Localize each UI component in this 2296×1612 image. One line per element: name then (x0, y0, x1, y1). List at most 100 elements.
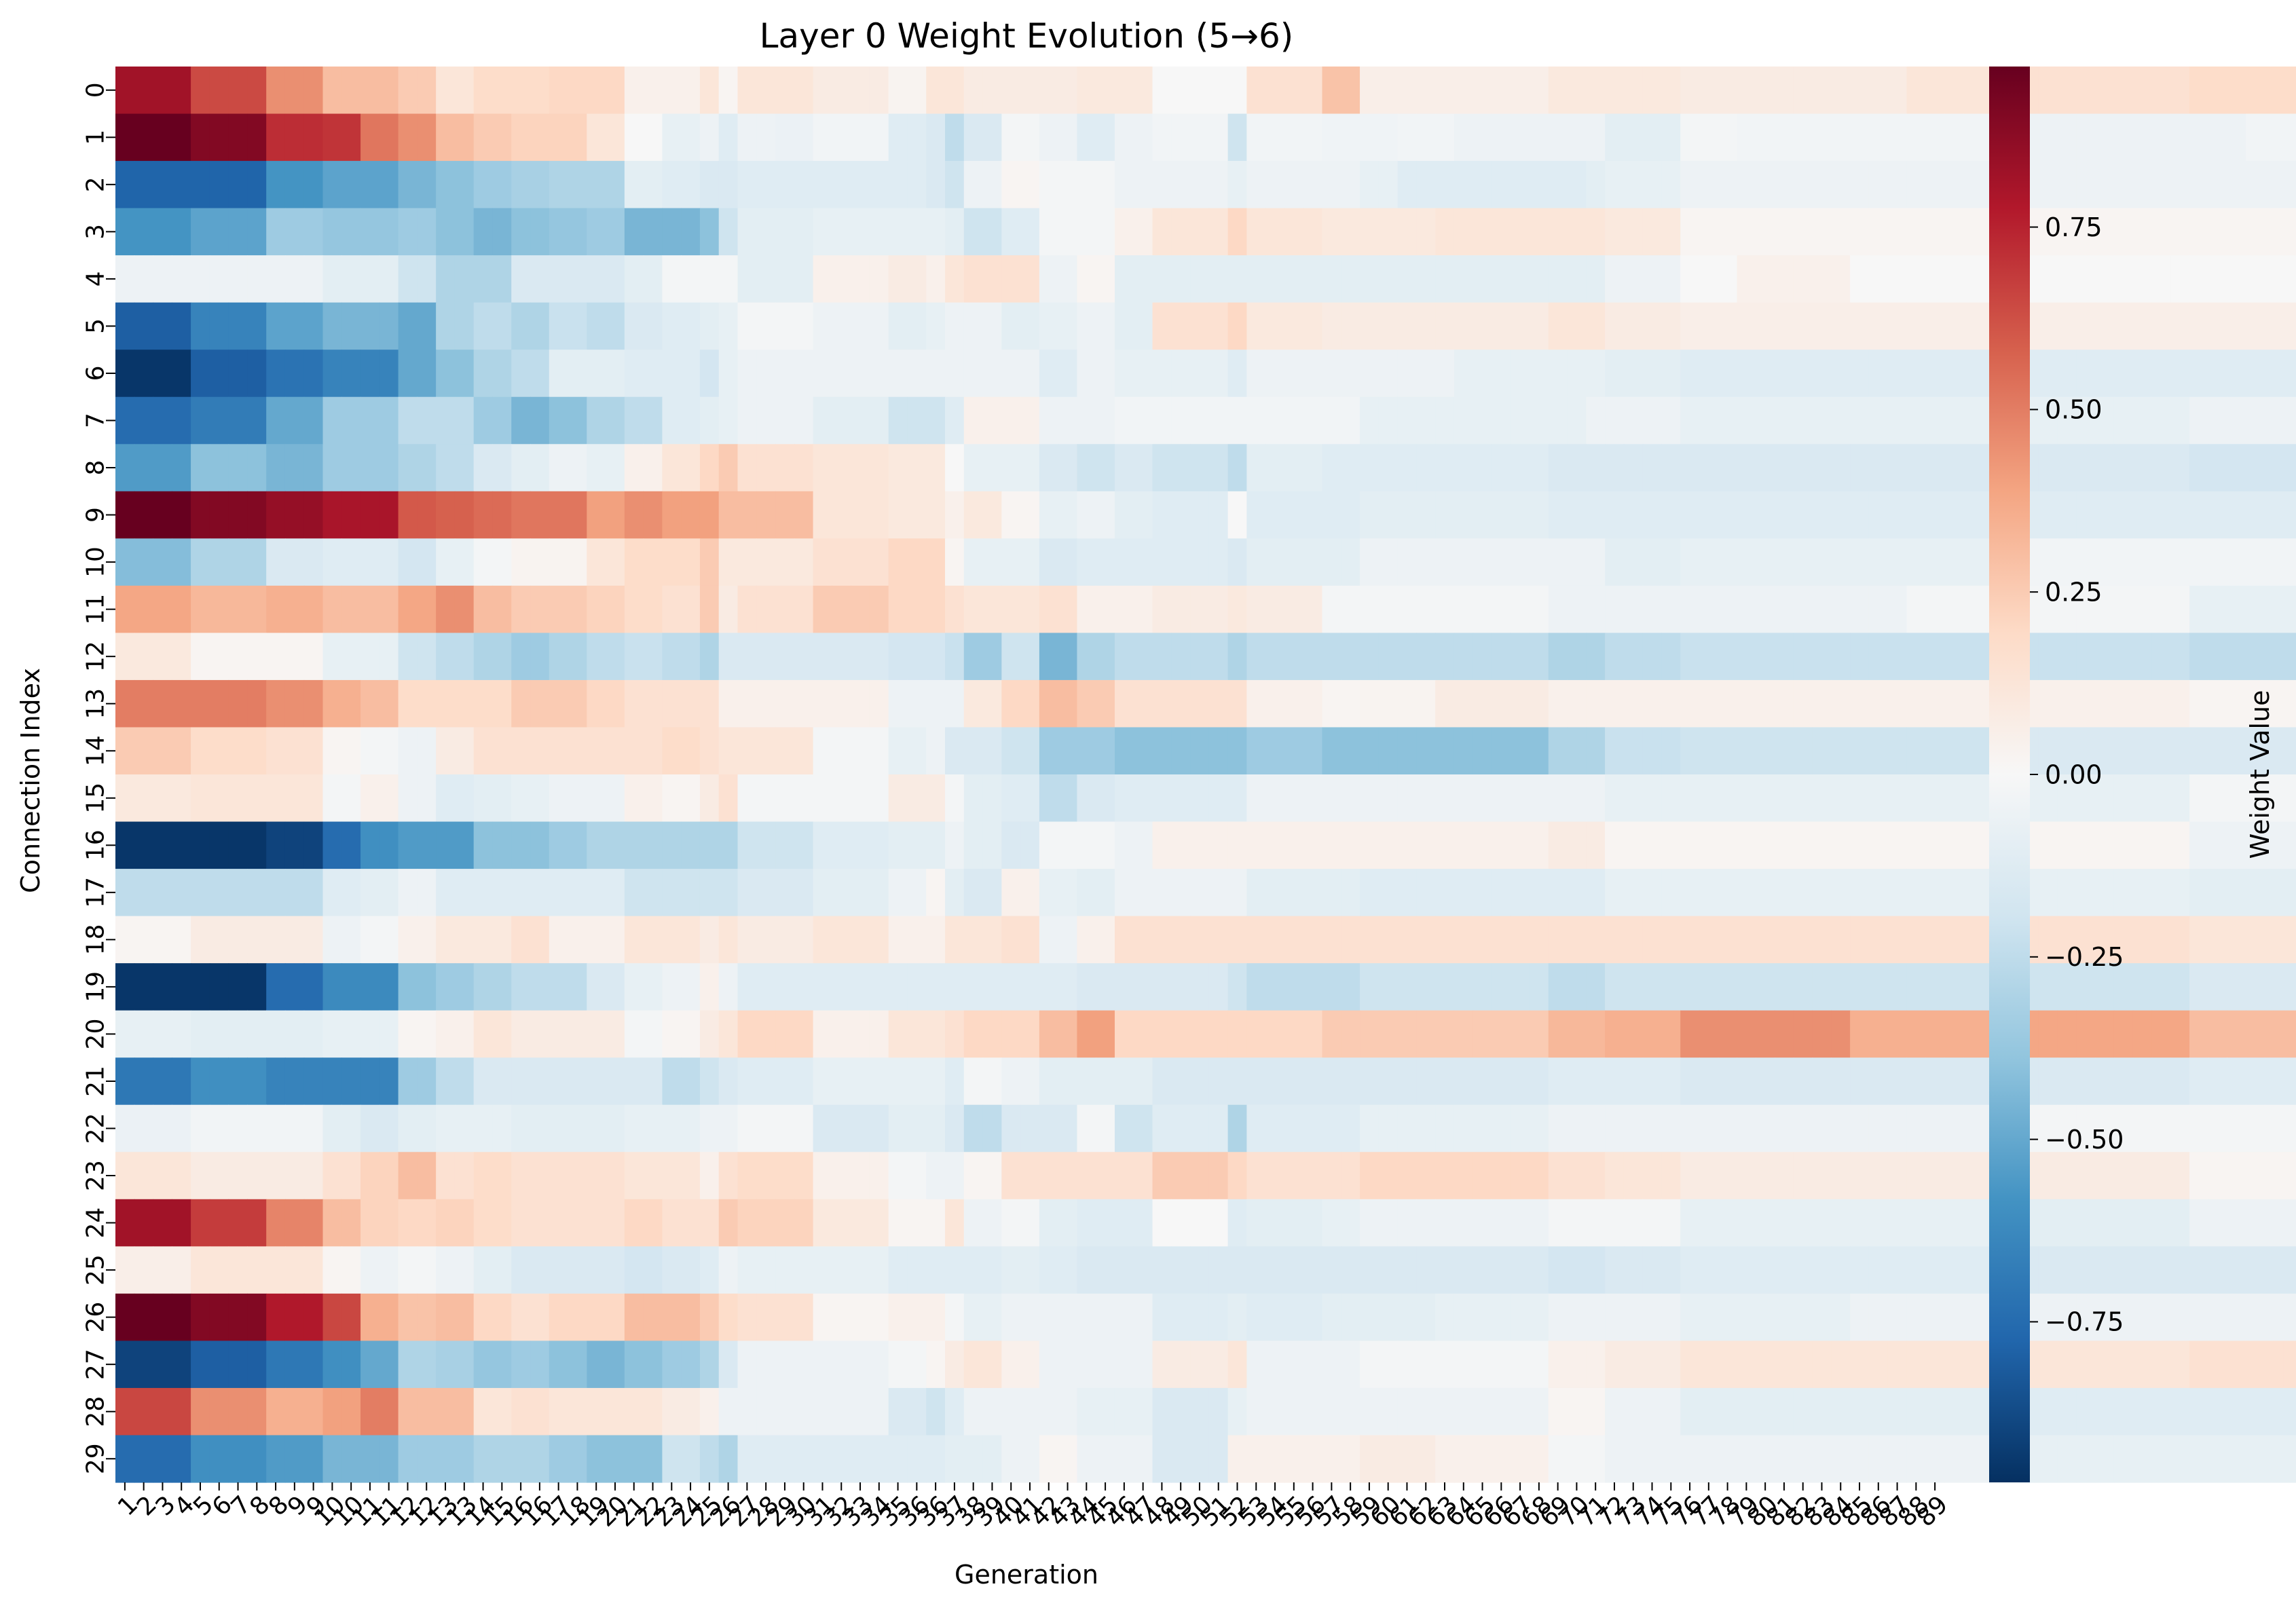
heatmap-cell (191, 585, 210, 633)
heatmap-cell (1473, 208, 1493, 256)
heatmap-cell (473, 869, 494, 917)
heatmap-cell (2132, 1057, 2153, 1106)
heatmap-cell (1548, 396, 1568, 445)
heatmap-cell (1378, 396, 1399, 445)
heatmap-cell (2095, 633, 2115, 681)
heatmap-cell (360, 1341, 380, 1389)
heatmap-cell (1756, 1104, 1775, 1152)
y-tick-label: 18 (82, 924, 110, 955)
heatmap-cell (2170, 491, 2190, 539)
heatmap-cell (869, 821, 889, 869)
heatmap-cell (511, 161, 531, 209)
heatmap-cell (1511, 1152, 1530, 1200)
heatmap-cell (2132, 869, 2153, 917)
heatmap-cell (2227, 1341, 2246, 1389)
heatmap-cell (1360, 679, 1380, 728)
heatmap-cell (341, 679, 361, 728)
heatmap-cell (228, 1341, 248, 1389)
heatmap-cell (1548, 585, 1568, 633)
heatmap-cell (1511, 679, 1530, 728)
heatmap-cell (1868, 585, 1889, 633)
heatmap-cell (266, 538, 286, 586)
heatmap-cell (1435, 1293, 1455, 1341)
heatmap-cell (888, 396, 908, 445)
heatmap-cell (2038, 1199, 2058, 1247)
heatmap-cell (1793, 585, 1813, 633)
heatmap-cell (1265, 1341, 1285, 1389)
heatmap-cell (775, 302, 795, 350)
heatmap-cell (209, 302, 229, 350)
heatmap-cell (1737, 1104, 1756, 1152)
heatmap-cell (341, 1293, 361, 1341)
heatmap-cell (643, 1435, 663, 1483)
heatmap-cell (888, 916, 908, 964)
heatmap-cell (153, 1057, 172, 1106)
heatmap-cell (907, 633, 927, 681)
heatmap-cell (945, 161, 965, 209)
heatmap-cell (247, 396, 267, 445)
heatmap-cell (1039, 727, 1059, 775)
heatmap-cell (1756, 963, 1775, 1011)
heatmap-cell (1001, 585, 1021, 633)
heatmap-cell (247, 1435, 267, 1483)
heatmap-cell (191, 869, 210, 917)
heatmap-cell (1492, 916, 1511, 964)
heatmap-cell (1265, 1246, 1285, 1294)
heatmap-cell (1303, 350, 1323, 398)
heatmap-cell (549, 821, 569, 869)
heatmap-cell (982, 444, 1002, 492)
heatmap-cell (360, 727, 380, 775)
heatmap-cell (1925, 1199, 1945, 1247)
heatmap-cell (2076, 444, 2096, 492)
heatmap-cell (1284, 774, 1304, 823)
heatmap-cell (1039, 350, 1059, 398)
heatmap-cell (1171, 633, 1191, 681)
heatmap-cell (473, 774, 494, 823)
heatmap-cell (398, 161, 418, 209)
heatmap-cell (2151, 1387, 2171, 1436)
heatmap-cell (492, 1293, 512, 1341)
heatmap-cell (1812, 350, 1832, 398)
heatmap-cell (341, 444, 361, 492)
heatmap-cell (1453, 255, 1474, 303)
heatmap-cell (511, 255, 531, 303)
heatmap-cell (2246, 679, 2265, 728)
heatmap-cell (662, 727, 682, 775)
heatmap-cell (2265, 208, 2284, 256)
heatmap-cell (1020, 585, 1040, 633)
heatmap-cell (303, 1057, 324, 1106)
heatmap-cell (1152, 821, 1172, 869)
heatmap-cell (1058, 444, 1078, 492)
heatmap-cell (1756, 585, 1775, 633)
heatmap-cell (1416, 538, 1436, 586)
heatmap-cell (643, 1152, 663, 1200)
heatmap-cell (1453, 1057, 1474, 1106)
heatmap-cell (1492, 633, 1511, 681)
heatmap-cell (756, 1152, 776, 1200)
heatmap-cell (869, 396, 889, 445)
heatmap-cell (417, 1341, 437, 1389)
heatmap-cell (473, 821, 494, 869)
heatmap-cell (1605, 1341, 1625, 1389)
heatmap-cell (681, 633, 701, 681)
heatmap-cell (945, 255, 965, 303)
heatmap-cell (832, 727, 851, 775)
heatmap-cell (2132, 916, 2153, 964)
heatmap-cell (1718, 350, 1738, 398)
heatmap-cell (1133, 208, 1153, 256)
heatmap-cell (1473, 821, 1493, 869)
heatmap-cell (756, 161, 776, 209)
heatmap-cell (153, 585, 172, 633)
heatmap-cell (134, 963, 154, 1011)
heatmap-cell (322, 633, 342, 681)
heatmap-cell (511, 1010, 531, 1058)
heatmap-cell (1341, 963, 1360, 1011)
heatmap-cell (869, 67, 889, 115)
heatmap-cell (832, 67, 851, 115)
heatmap-cell (1246, 1199, 1266, 1247)
heatmap-cell (1887, 1057, 1908, 1106)
heatmap-cell (1077, 113, 1096, 162)
heatmap-cell (134, 1341, 154, 1389)
heatmap-cell (982, 1246, 1002, 1294)
heatmap-cell (1756, 491, 1775, 539)
